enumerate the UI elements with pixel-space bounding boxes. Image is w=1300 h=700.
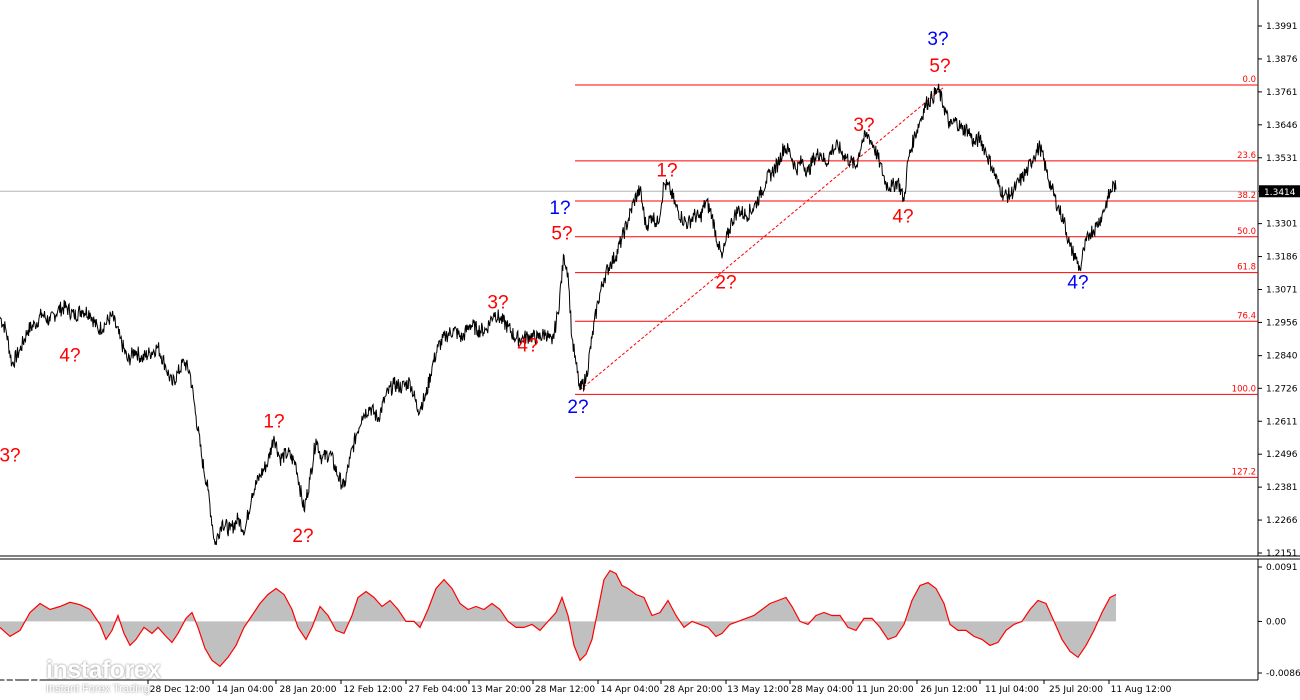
price-tick-label: 1.3531 xyxy=(1266,154,1298,164)
price-axis: 1.3991 1.3876 1.3761 1.3646 1.3531 1.3301 1.31… xyxy=(1258,22,1298,559)
wave-label: 5? xyxy=(929,56,950,77)
fib-level-label: 76.4 xyxy=(1237,311,1256,321)
price-tick-label: 1.3876 xyxy=(1266,55,1298,65)
fib-level-label: 23.6 xyxy=(1237,151,1256,161)
price-tick-label: 1.2726 xyxy=(1266,384,1298,394)
logo-brand: instaforex xyxy=(46,656,161,684)
wave-label: 1? xyxy=(656,161,677,182)
fib-level-label: 0.0 xyxy=(1242,75,1256,85)
price-tick-label: 1.2151 xyxy=(1266,549,1298,559)
price-tick-label: 1.2840 xyxy=(1266,352,1298,362)
wave-label: 2? xyxy=(292,526,313,547)
time-tick-label: 28 Mar 12:00 xyxy=(535,685,595,695)
fibonacci-levels: 0.0 23.6 38.2 50.0 61.8 76.4 100.0 127.2 xyxy=(575,75,1258,478)
time-tick-label: 13 May 12:00 xyxy=(727,685,789,695)
instaforex-logo: instaforex Instant Forex Trading xyxy=(4,654,180,698)
fib-level-label: 127.2 xyxy=(1232,467,1256,477)
fib-level-label: 50.0 xyxy=(1237,227,1256,237)
price-tick-label: 1.3186 xyxy=(1266,253,1298,263)
time-tick-label: 28 May 04:00 xyxy=(791,685,853,695)
price-line xyxy=(0,83,1117,546)
wave-labels: 3? 4? 1? 2? 3? 4? 1? 5? 2? 1? 2? 3? 4? 3? 5? 4? xyxy=(0,29,1089,547)
current-price-label: 1.3414 xyxy=(1264,188,1296,198)
osc-tick-label: 0.00 xyxy=(1266,617,1286,627)
logo-tagline: Instant Forex Trading xyxy=(46,683,150,695)
wave-label: 3? xyxy=(487,292,508,313)
oscillator-pane xyxy=(0,569,1117,668)
wave-label: 2? xyxy=(567,397,588,418)
price-tick-label: 1.3761 xyxy=(1266,88,1298,98)
price-tick-label: 1.2611 xyxy=(1266,417,1298,427)
time-tick-label: 13 Mar 20:00 xyxy=(471,685,531,695)
wave-label: 1? xyxy=(263,411,284,432)
wave-label: 5? xyxy=(551,224,572,245)
trendline xyxy=(579,87,944,391)
price-series xyxy=(0,83,1117,546)
wave-label: 3? xyxy=(927,29,948,50)
price-tick-label: 1.3071 xyxy=(1266,286,1298,296)
wave-label: 3? xyxy=(0,446,21,467)
time-tick-label: 11 Jul 04:00 xyxy=(985,685,1039,695)
time-tick-label: 14 Jan 04:00 xyxy=(217,685,274,695)
current-price-box xyxy=(1259,185,1300,198)
wave-label: 4? xyxy=(892,206,913,227)
oscillator-signal-line xyxy=(0,569,1117,668)
fib-level-label: 61.8 xyxy=(1237,263,1256,273)
current-price-line: 1.3414 xyxy=(0,185,1300,198)
price-tick-label: 1.3301 xyxy=(1266,220,1298,230)
fib-level-label: 100.0 xyxy=(1232,384,1256,394)
price-tick-label: 1.2381 xyxy=(1266,483,1298,493)
wave-label: 2? xyxy=(715,272,736,293)
wave-label: 4? xyxy=(517,335,538,356)
wave-label: 4? xyxy=(1067,272,1088,293)
price-tick-label: 1.3991 xyxy=(1266,22,1298,32)
time-tick-label: 28 Apr 20:00 xyxy=(664,685,723,695)
wave-label: 3? xyxy=(853,115,874,136)
time-tick-label: 12 Feb 12:00 xyxy=(343,685,402,695)
time-axis: 28 Dec 12:00 14 Jan 04:00 28 Jan 20:00 12 F… xyxy=(147,680,1172,695)
time-tick-label: 14 Apr 04:00 xyxy=(601,685,660,695)
price-tick-label: 1.2956 xyxy=(1266,318,1298,328)
time-tick-label: 25 Jul 20:00 xyxy=(1049,685,1103,695)
osc-tick-label: 0.0091 xyxy=(1266,563,1298,573)
price-tick-label: 1.3646 xyxy=(1266,121,1298,131)
price-tick-label: 1.2496 xyxy=(1266,450,1298,460)
instaforex-logo-icon xyxy=(4,658,40,694)
wave-label: 4? xyxy=(59,345,80,366)
time-tick-label: 28 Dec 12:00 xyxy=(150,685,211,695)
time-tick-label: 27 Feb 04:00 xyxy=(408,685,467,695)
time-tick-label: 26 Jun 12:00 xyxy=(920,685,977,695)
time-tick-label: 28 Jan 20:00 xyxy=(280,685,337,695)
time-tick-label: 11 Aug 12:00 xyxy=(1111,685,1172,695)
price-tick-label: 1.2266 xyxy=(1266,516,1298,526)
oscillator-histogram xyxy=(0,570,1116,667)
fib-trendline xyxy=(579,87,944,391)
time-tick-label: 11 Jun 20:00 xyxy=(856,685,913,695)
fib-level-label: 38.2 xyxy=(1237,191,1256,201)
wave-label: 1? xyxy=(549,198,570,219)
